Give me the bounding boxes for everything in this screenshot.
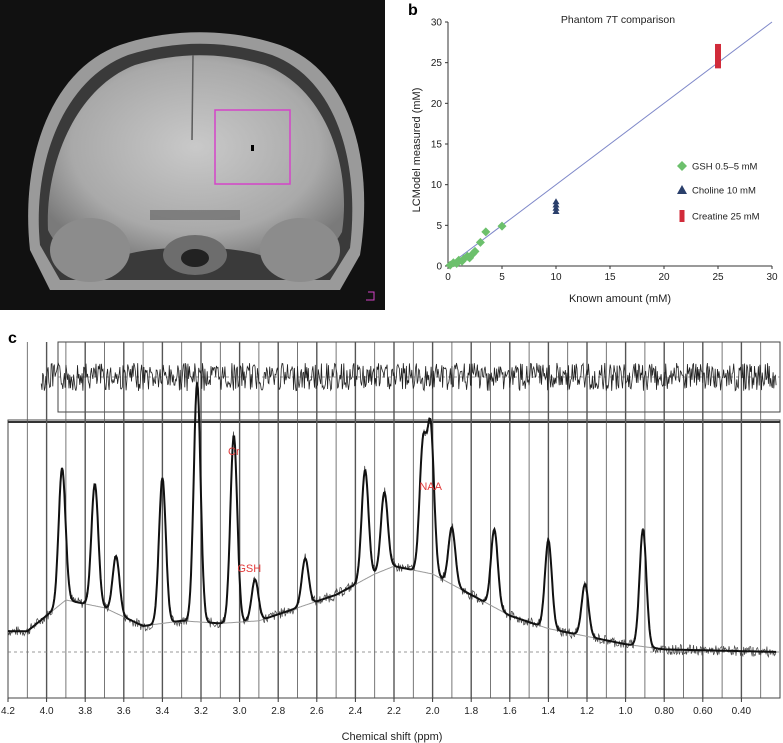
gsh-point xyxy=(452,259,462,269)
y-tick-label: 20 xyxy=(431,99,443,110)
x-tick-label: 2.8 xyxy=(271,706,285,717)
x-tick-label: 20 xyxy=(658,272,670,283)
x-tick-label: 1.8 xyxy=(464,706,478,717)
x-tick-label: 4.0 xyxy=(40,706,54,717)
y-tick-label: 0 xyxy=(436,262,442,273)
x-tick-label: 3.8 xyxy=(78,706,92,717)
x-tick-label: 1.6 xyxy=(503,706,517,717)
x-tick-label: 3.6 xyxy=(117,706,131,717)
gsh-point xyxy=(465,253,475,263)
legend-label: Creatine 25 mM xyxy=(692,212,760,223)
x-tick-label: 25 xyxy=(712,272,724,283)
x-tick-label: 0.60 xyxy=(693,706,713,717)
x-tick-label: 0.40 xyxy=(732,706,752,717)
voxel-box xyxy=(214,109,291,185)
x-tick-label: 1.0 xyxy=(619,706,633,717)
y-tick-label: 10 xyxy=(431,180,443,191)
choline-point xyxy=(552,201,560,208)
x-tick-label: 1.4 xyxy=(541,706,555,717)
x-tick-label: 1.2 xyxy=(580,706,594,717)
gsh-point xyxy=(475,237,485,247)
x-tick-label: 4.2 xyxy=(1,706,15,717)
annotation-gsh: GSH xyxy=(237,563,261,575)
y-axis-label: LCModel measured (mM) xyxy=(411,88,423,213)
x-tick-label: 3.4 xyxy=(155,706,169,717)
y-tick-label: 30 xyxy=(431,18,443,29)
panel-b-label: b xyxy=(408,2,418,19)
x-tick-label: 3.0 xyxy=(233,706,247,717)
legend-label: Choline 10 mM xyxy=(692,186,756,197)
gsh-point xyxy=(459,254,469,264)
legend-creatine-icon xyxy=(679,210,685,222)
annotation-cr: Cr xyxy=(228,446,240,458)
x-tick-label: 0 xyxy=(445,272,451,283)
legend-label: GSH 0.5–5 mM xyxy=(692,162,758,173)
annotation-naa: NAA xyxy=(419,481,442,493)
x-tick-label: 2.6 xyxy=(310,706,324,717)
gsh-point xyxy=(445,260,455,270)
gsh-point xyxy=(470,246,480,256)
mri-brain-image xyxy=(0,0,385,310)
gsh-point xyxy=(497,221,507,231)
legend-gsh-icon xyxy=(677,161,687,171)
x-tick-label: 2.2 xyxy=(387,706,401,717)
x-axis-label: Known amount (mM) xyxy=(569,293,671,305)
voxel-marker xyxy=(251,145,254,151)
gsh-point xyxy=(481,227,491,237)
spectrum-chart: 4.2 4.0 3.8 3.6 3.4 3.2 3.0 2.8 2.6 2.4 2.2 2.0 1.8 1… xyxy=(1,341,781,743)
choline-point xyxy=(552,198,560,205)
x-tick-label: 10 xyxy=(550,272,562,283)
scale-marker xyxy=(366,291,375,301)
y-tick-label: 5 xyxy=(436,221,442,232)
identity-line xyxy=(447,21,773,267)
residual-trace xyxy=(40,361,777,392)
panel-c-label: c xyxy=(8,330,17,347)
x-axis-label: Chemical shift (ppm) xyxy=(342,731,443,743)
choline-point xyxy=(552,204,560,211)
creatine-marker xyxy=(715,43,721,69)
choline-point xyxy=(552,208,560,215)
y-tick-label: 15 xyxy=(431,140,443,151)
phantom-comparison-chart: 0 5 10 15 20 25 30 0 5 10 15 20 25 30 GSH 0.5–5 mM Cho… xyxy=(411,14,778,305)
x-tick-label: 0.80 xyxy=(654,706,674,717)
chart-title: Phantom 7T comparison xyxy=(561,14,675,26)
x-tick-label: 15 xyxy=(604,272,616,283)
y-tick-label: 25 xyxy=(431,58,443,69)
x-tick-label: 30 xyxy=(766,272,778,283)
gsh-point xyxy=(457,256,467,266)
midline xyxy=(191,54,194,141)
brain-tissue xyxy=(47,55,345,259)
spectrum-fit-curve xyxy=(7,382,777,653)
x-tick-label: 2.0 xyxy=(426,706,440,717)
x-tick-label: 5 xyxy=(499,272,505,283)
legend-choline-icon xyxy=(677,185,687,194)
x-tick-label: 2.4 xyxy=(348,706,362,717)
x-tick-label: 3.2 xyxy=(194,706,208,717)
